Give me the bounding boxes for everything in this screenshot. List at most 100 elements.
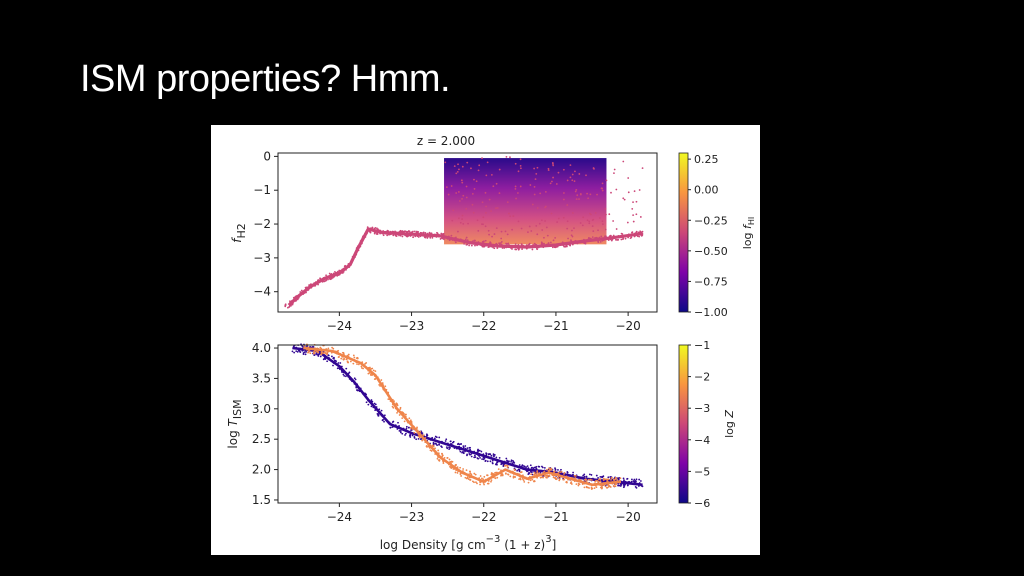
data-point — [594, 212, 597, 214]
data-point — [635, 200, 638, 203]
data-point — [430, 450, 433, 452]
data-point — [349, 360, 352, 363]
data-point — [493, 454, 496, 456]
data-point — [374, 378, 377, 380]
data-point — [559, 471, 562, 473]
data-point — [577, 484, 580, 487]
data-point — [495, 227, 498, 230]
data-point — [456, 466, 459, 468]
data-point — [527, 481, 530, 484]
data-point — [506, 201, 509, 204]
data-point — [523, 480, 526, 483]
data-point — [319, 277, 321, 280]
data-point — [558, 478, 561, 480]
data-point — [557, 471, 560, 474]
data-point — [431, 236, 434, 239]
data-point — [474, 244, 476, 247]
data-point — [352, 362, 355, 365]
data-point — [486, 482, 489, 485]
data-point — [533, 185, 536, 188]
data-point — [610, 477, 613, 479]
data-point — [313, 354, 316, 356]
data-point — [331, 355, 333, 358]
data-point — [461, 451, 464, 453]
data-point — [464, 476, 467, 479]
data-point — [604, 485, 607, 488]
data-point — [557, 476, 560, 479]
bottom-axes: −24 −23 −22 −21 −20 4.0 3.5 3.0 2.5 2.0 1.5 — [252, 341, 641, 524]
data-point — [461, 181, 464, 184]
data-point — [566, 471, 569, 473]
data-point — [504, 464, 506, 467]
data-point — [599, 480, 602, 483]
data-point — [383, 414, 386, 417]
data-point — [609, 476, 612, 478]
data-point — [389, 426, 392, 429]
data-point — [330, 277, 333, 280]
data-point — [626, 221, 629, 224]
data-point — [496, 247, 499, 249]
data-point — [489, 241, 492, 244]
data-point — [337, 362, 340, 364]
data-point — [579, 193, 582, 195]
data-point — [610, 239, 613, 242]
data-point — [470, 455, 473, 458]
data-point — [488, 198, 491, 201]
data-point — [607, 478, 610, 481]
data-point — [465, 185, 468, 188]
data-point — [514, 248, 517, 251]
data-point — [460, 179, 463, 182]
data-point — [527, 231, 529, 234]
data-point — [483, 483, 485, 486]
x-tick-label: −22 — [471, 319, 496, 333]
data-point — [544, 206, 546, 209]
data-point — [469, 479, 471, 481]
data-point — [459, 450, 462, 453]
data-point — [328, 272, 331, 275]
data-point — [496, 207, 499, 209]
data-point — [479, 456, 481, 459]
data-point — [583, 475, 586, 478]
data-point — [630, 478, 633, 481]
data-point — [569, 482, 572, 484]
data-point — [404, 434, 406, 436]
data-point — [545, 226, 548, 229]
data-point — [506, 466, 509, 469]
data-point — [326, 360, 329, 363]
data-point — [287, 306, 289, 309]
data-point — [574, 170, 576, 173]
data-point — [638, 189, 641, 191]
data-point — [491, 459, 494, 462]
data-point — [404, 413, 407, 416]
data-point — [474, 456, 477, 459]
data-point — [473, 178, 475, 181]
data-point — [505, 155, 508, 158]
data-point — [633, 190, 636, 193]
colorbar-tick-label: −2 — [694, 371, 710, 384]
data-point — [438, 459, 441, 461]
data-point — [530, 230, 533, 232]
data-point — [469, 470, 471, 473]
data-point — [555, 183, 558, 185]
data-point — [442, 232, 445, 235]
data-point — [449, 465, 451, 468]
data-point — [445, 438, 448, 441]
data-point — [484, 191, 487, 194]
data-point — [552, 162, 554, 165]
data-point — [612, 220, 615, 222]
data-point — [620, 238, 623, 241]
data-point — [340, 357, 343, 360]
data-point — [536, 233, 539, 236]
data-point — [500, 240, 503, 243]
data-point — [470, 244, 473, 247]
data-point — [563, 471, 566, 474]
data-point — [581, 483, 584, 486]
data-point — [482, 223, 484, 226]
data-point — [371, 367, 374, 370]
data-point — [480, 450, 483, 453]
data-point — [300, 289, 303, 292]
data-point — [484, 460, 487, 462]
data-point — [535, 225, 538, 227]
data-point — [495, 207, 497, 210]
data-point — [458, 443, 461, 446]
